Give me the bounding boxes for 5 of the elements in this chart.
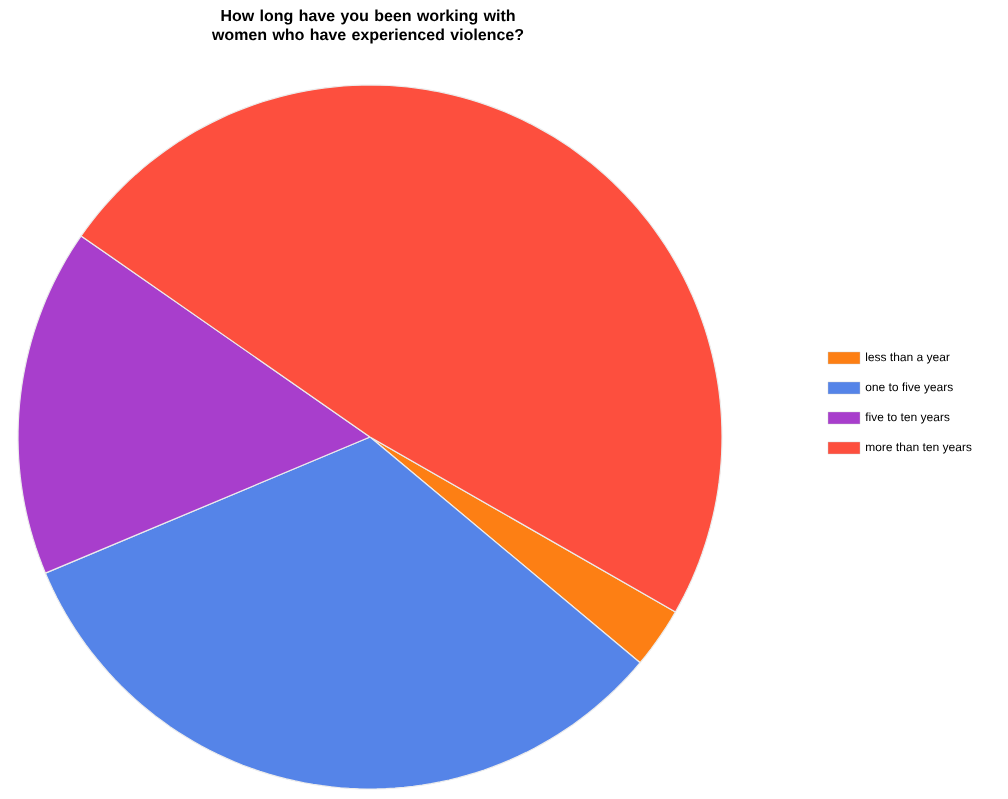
- chart-title: How long have you been working with women who have experienced violence?: [211, 9, 524, 44]
- legend-label: less than a year: [866, 352, 950, 364]
- legend-label: five to ten years: [865, 412, 950, 424]
- legend-label: more than ten years: [866, 442, 972, 454]
- legend-label: one to five years: [865, 382, 953, 394]
